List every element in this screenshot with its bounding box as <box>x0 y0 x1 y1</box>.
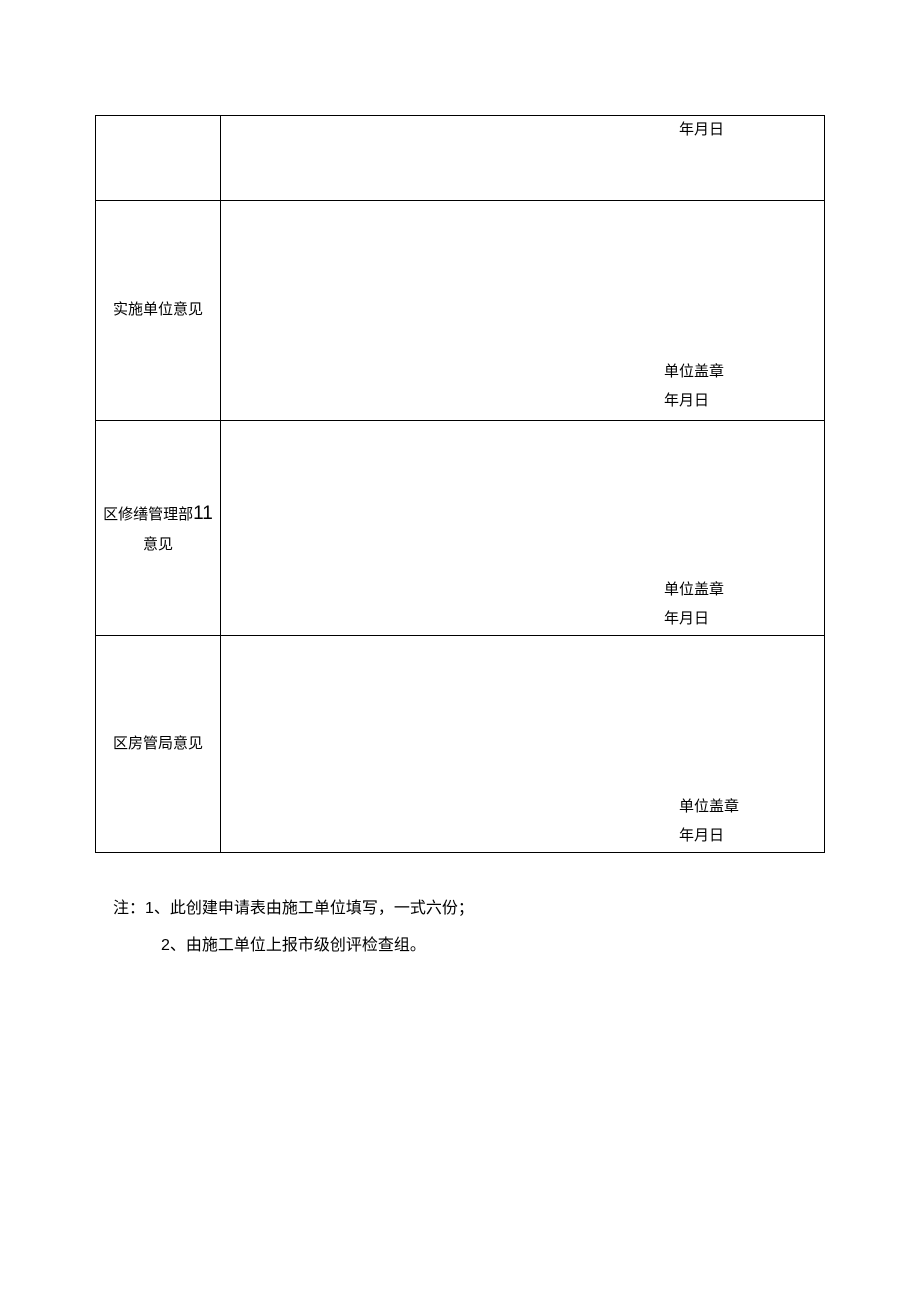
note-line-2: 2、由施工单位上报市级创评检查组。 <box>113 928 825 965</box>
content-cell-3: 单位盖章 年月日 <box>221 421 825 636</box>
label-cell-1 <box>96 116 221 201</box>
note-text-1: 、此创建申请表由施工单位填写，一式六份； <box>154 900 474 917</box>
label-cell-3: 区修缮管理部11 意见 <box>96 421 221 636</box>
content-cell-1: 年月日 <box>221 116 825 201</box>
page-container: 年月日 实施单位意见 单位盖章 年月日 区修缮管理部11 意见 单位盖章 <box>0 0 920 965</box>
district-housing-bureau-label: 区房管局意见 <box>113 736 203 752</box>
date-text: 年月日 <box>664 387 724 416</box>
note-text-2: 、由施工单位上报市级创评检查组。 <box>170 937 426 954</box>
label-cell-4: 区房管局意见 <box>96 636 221 853</box>
unit-stamp-text: 单位盖章 <box>679 793 824 822</box>
table-row: 区修缮管理部11 意见 单位盖章 年月日 <box>96 421 825 636</box>
table-row: 区房管局意见 单位盖章 年月日 <box>96 636 825 853</box>
table-row: 年月日 <box>96 116 825 201</box>
note-line-1: 注：1、此创建申请表由施工单位填写，一式六份； <box>113 891 825 928</box>
approval-form-table: 年月日 实施单位意见 单位盖章 年月日 区修缮管理部11 意见 单位盖章 <box>95 115 825 853</box>
stamp-block: 单位盖章 年月日 <box>664 358 824 415</box>
implementing-unit-opinion-label: 实施单位意见 <box>113 302 203 318</box>
notes-prefix: 注： <box>113 900 145 917</box>
district-repair-mgmt-label-prefix: 区修缮管理部 <box>103 507 193 523</box>
unit-stamp-text: 单位盖章 <box>664 576 724 605</box>
stamp-block: 单位盖章 年月日 <box>664 576 824 633</box>
note-number-2: 2 <box>161 937 170 954</box>
content-cell-4: 单位盖章 年月日 <box>221 636 825 853</box>
date-text: 年月日 <box>664 605 724 634</box>
stamp-block: 单位盖章 年月日 <box>679 793 824 850</box>
label-cell-2: 实施单位意见 <box>96 201 221 421</box>
note-number-1: 1 <box>145 900 154 917</box>
content-cell-2: 单位盖章 年月日 <box>221 201 825 421</box>
label-number-11: 11 <box>193 503 213 524</box>
date-text: 年月日 <box>679 822 824 851</box>
district-repair-mgmt-label-suffix: 意见 <box>143 537 173 553</box>
unit-stamp-text: 单位盖章 <box>664 358 724 387</box>
table-row: 实施单位意见 单位盖章 年月日 <box>96 201 825 421</box>
notes-section: 注：1、此创建申请表由施工单位填写，一式六份； 2、由施工单位上报市级创评检查组… <box>95 891 825 965</box>
date-text: 年月日 <box>679 118 724 139</box>
